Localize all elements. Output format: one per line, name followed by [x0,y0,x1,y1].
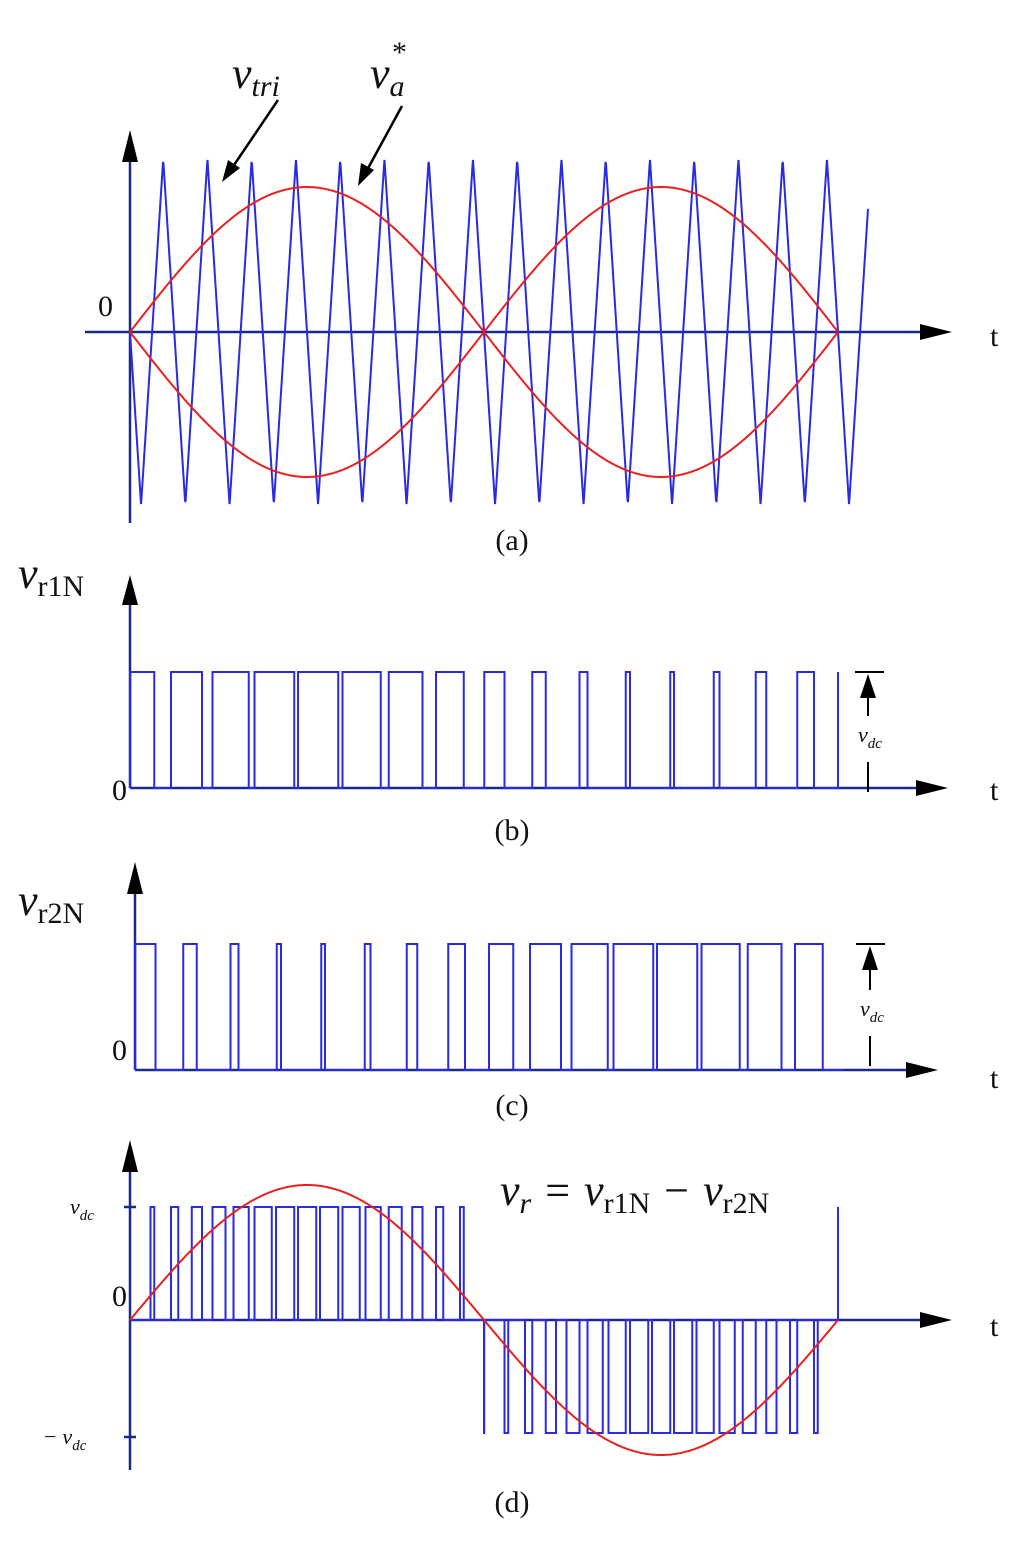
symbol: v [500,1166,520,1215]
symbol: v [70,1194,80,1219]
subscript: dc [80,1208,95,1224]
reference [129,186,839,478]
amp-label: vdc [858,722,882,752]
arrow-head [920,324,952,340]
subscript: r2N [38,897,85,930]
subscript: a [390,70,405,103]
pointer [230,99,280,169]
subscript: dc [870,1010,885,1026]
subscript: tri [252,70,280,103]
amp-label: vdc [860,996,884,1026]
y-label: vr1N [18,549,84,603]
arrow-head [920,1312,952,1328]
sign: − [44,1424,56,1449]
equation: vr = vr1N − vr2N [500,1166,769,1220]
subscript: r2N [723,1187,770,1220]
superscript: * [391,36,406,69]
minus: − [664,1166,689,1215]
symbol: v [370,49,390,98]
tri-label: vtri [232,49,280,103]
symbol: v [232,49,252,98]
pulse-train [129,671,839,789]
pointer [364,105,404,173]
zero-label: 0 [112,774,127,807]
t-label: t [990,774,999,807]
subscript: r [520,1187,532,1220]
pos-label: vdc [70,1194,94,1224]
equals: = [545,1166,570,1215]
symbol: v [584,1166,604,1215]
symbol: v [860,996,870,1021]
arrow-head [122,130,138,162]
pulse-train [134,943,843,1071]
arrow-head [860,674,876,698]
arrow-head [122,575,138,605]
y-label: vr2N [18,876,84,930]
caption: (b) [495,814,530,847]
symbol: v [18,549,38,598]
t-label: t [990,1310,999,1343]
neg-label: − vdc [44,1424,87,1454]
arrow-head [222,160,240,182]
symbol: v [18,876,38,925]
zero-label: 0 [98,290,113,323]
arrow-head [127,862,143,894]
symbol: v [858,722,868,747]
subscript: dc [72,1438,87,1454]
caption: (c) [495,1089,528,1122]
carrier [129,159,869,505]
t-label: t [990,1062,999,1095]
subscript: r1N [38,570,85,603]
caption: (d) [495,1486,530,1519]
arrow-head [862,946,878,970]
caption: (a) [495,524,528,557]
reference [129,1184,839,1456]
arrow-head [358,163,374,186]
symbol: v [62,1424,72,1449]
arrow-head [906,1062,938,1078]
ref-label: va* [370,36,406,103]
t-label: t [990,320,999,353]
zero-label: 0 [112,1034,127,1067]
zero-label: 0 [112,1280,127,1313]
subscript: r1N [604,1187,651,1220]
subscript: dc [868,736,883,752]
pulse-train [130,1206,839,1434]
arrow-head [122,1140,138,1172]
arrow-head [916,780,948,796]
symbol: v [703,1166,723,1215]
